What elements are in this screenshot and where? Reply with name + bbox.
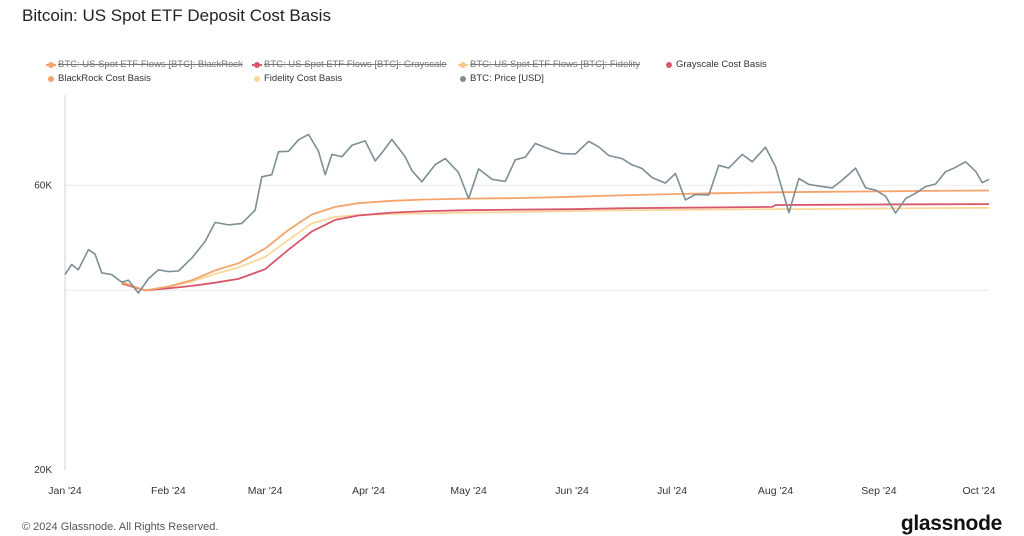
x-tick-label: Mar '24 [248, 485, 283, 497]
legend-dot-icon [664, 61, 674, 69]
series-line-fidelity-cost-basis [121, 206, 990, 292]
legend-label: BTC: Price [USD] [470, 73, 544, 84]
series-line-grayscale-cost-basis [121, 203, 990, 292]
legend-label: BTC: US Spot ETF Flows [BTC]: Fidelity [470, 59, 640, 70]
legend-label: Grayscale Cost Basis [676, 59, 767, 70]
legend-line-icon [458, 61, 468, 69]
legend-line-icon [252, 61, 262, 69]
glassnode-logo: glassnode [900, 512, 1002, 535]
x-tick-label: Apr '24 [352, 485, 385, 497]
legend-label: BTC: US Spot ETF Flows [BTC]: BlackRock [58, 59, 243, 70]
chart-plot: 20K 60K Jan '24 Feb '24 Mar '24 Apr '24 May '2… [34, 95, 996, 497]
chart-legend: BTC: US Spot ETF Flows [BTC]: BlackRock B… [46, 58, 806, 88]
y-tick-label: 60K [34, 180, 52, 191]
legend-label: BTC: US Spot ETF Flows [BTC]: Grayscale [264, 59, 447, 70]
x-tick-label: Aug '24 [758, 485, 793, 497]
legend-dot-icon [458, 75, 468, 83]
legend-dot-icon [46, 75, 56, 83]
x-tick-label: Jul '24 [657, 485, 687, 497]
legend-line-icon [46, 61, 56, 69]
x-tick-label: Jun '24 [555, 485, 589, 497]
copyright-footer: © 2024 Glassnode. All Rights Reserved. [22, 521, 219, 533]
legend-label: BlackRock Cost Basis [58, 73, 151, 84]
y-tick-label: 20K [34, 465, 52, 476]
chart-title: Bitcoin: US Spot ETF Deposit Cost Basis [22, 6, 331, 25]
x-tick-label: May '24 [450, 485, 487, 497]
x-tick-label: Feb '24 [151, 485, 186, 497]
x-tick-label: Oct '24 [963, 485, 996, 497]
legend-dot-icon [252, 75, 262, 83]
series-line-btc-price-usd [64, 133, 990, 294]
x-tick-label: Jan '24 [48, 485, 82, 497]
x-tick-label: Sep '24 [861, 485, 896, 497]
legend-label: Fidelity Cost Basis [264, 73, 343, 84]
